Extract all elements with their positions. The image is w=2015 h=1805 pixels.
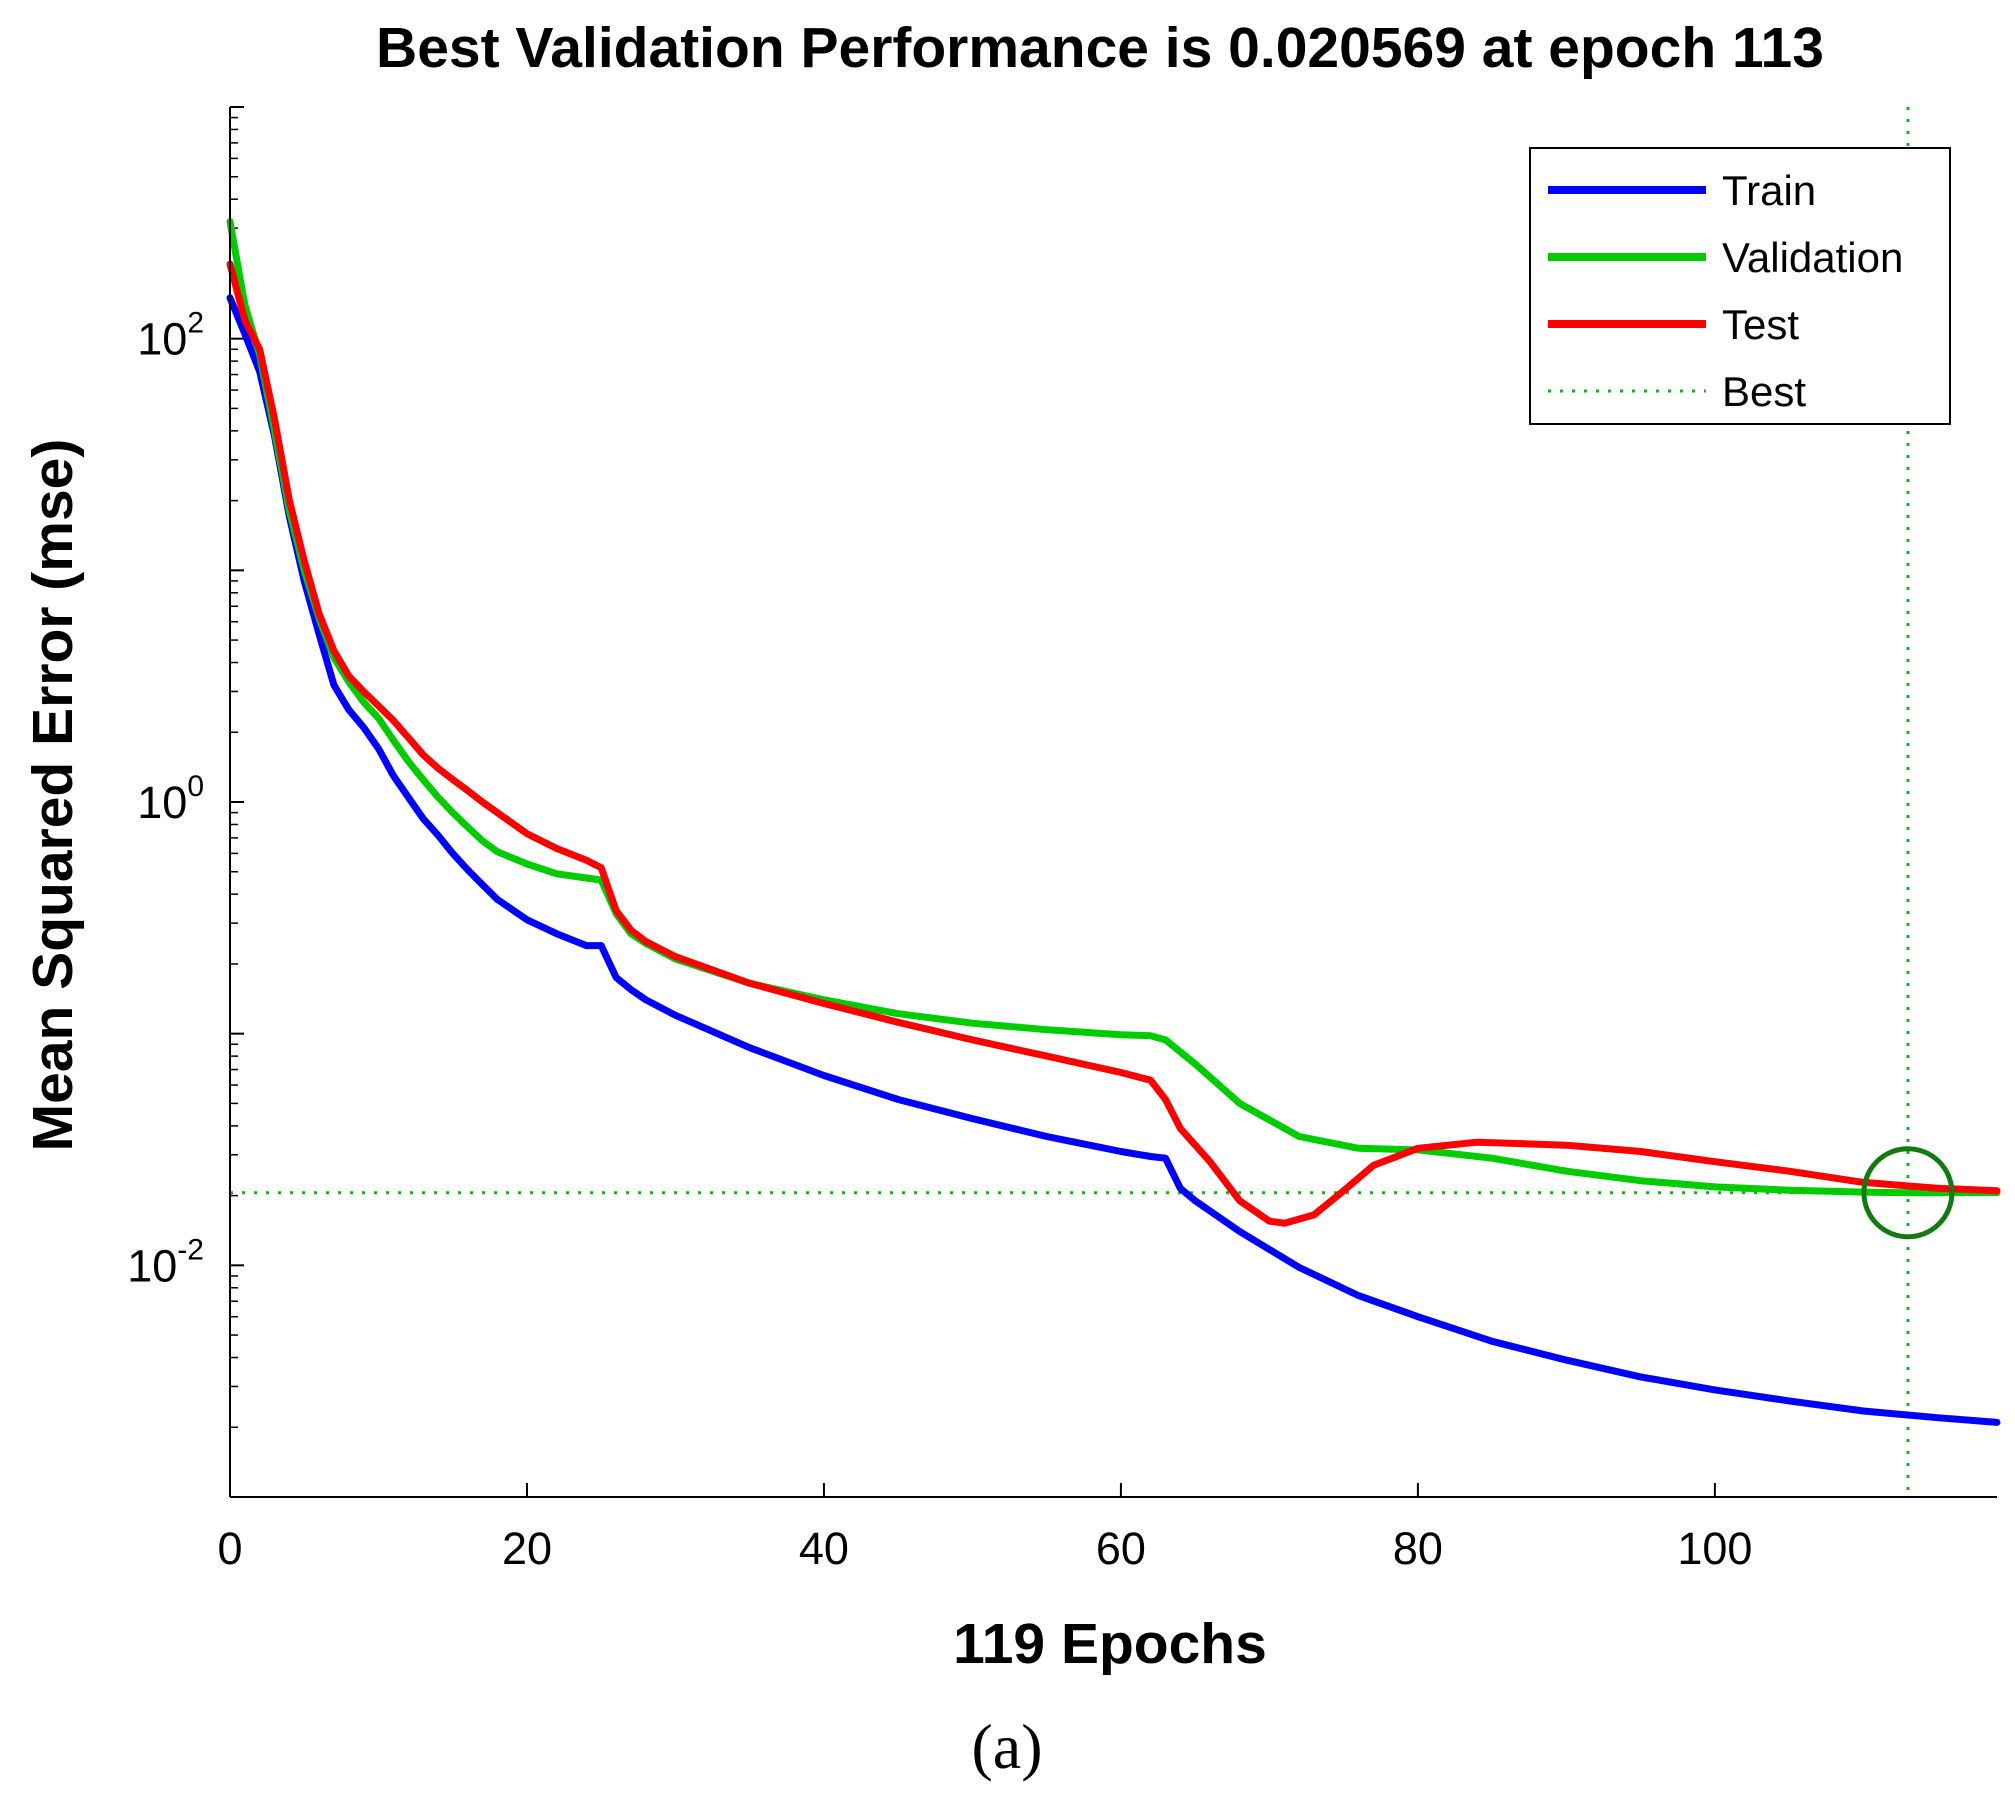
y-tick-exponent: -2 bbox=[177, 1233, 204, 1266]
chart-title: Best Validation Performance is 0.020569 … bbox=[376, 16, 1824, 80]
legend-label-best: Best bbox=[1722, 368, 1806, 415]
best-point-circle bbox=[1861, 1146, 1955, 1240]
x-tick-label: 20 bbox=[502, 1523, 552, 1574]
x-tick-label: 0 bbox=[217, 1523, 242, 1574]
series-line-test bbox=[226, 260, 2001, 1227]
y-tick-exponent: 0 bbox=[187, 770, 204, 803]
y-tick-base: 10 bbox=[127, 1240, 177, 1291]
series-lines bbox=[226, 218, 2001, 1426]
y-tick-base: 10 bbox=[137, 777, 187, 828]
y-axis-title: Mean Squared Error (mse) bbox=[21, 439, 85, 1152]
legend-label-train: Train bbox=[1722, 167, 1816, 214]
y-tick-base: 10 bbox=[137, 314, 187, 365]
x-tick-label: 40 bbox=[799, 1523, 849, 1574]
x-axis-title: 119 Epochs bbox=[953, 1612, 1267, 1676]
x-axis-ticks: 0 20 40 60 80 100 bbox=[217, 1483, 1752, 1574]
x-tick-label: 100 bbox=[1677, 1523, 1752, 1574]
legend-label-validation: Validation bbox=[1722, 234, 1903, 281]
series-line-train bbox=[226, 294, 2001, 1426]
x-tick-label: 80 bbox=[1393, 1523, 1443, 1574]
y-tick-label: 102 bbox=[137, 307, 204, 365]
y-tick-label: 100 bbox=[137, 770, 204, 828]
y-tick-exponent: 2 bbox=[187, 307, 204, 340]
x-tick-label: 60 bbox=[1096, 1523, 1146, 1574]
legend-label-test: Test bbox=[1722, 301, 1799, 348]
y-tick-label: 10-2 bbox=[127, 1233, 204, 1291]
legend: Train Validation Test Best bbox=[1529, 147, 1951, 425]
panel-label: (a) bbox=[971, 1711, 1042, 1782]
minor-ticks bbox=[230, 106, 244, 1498]
